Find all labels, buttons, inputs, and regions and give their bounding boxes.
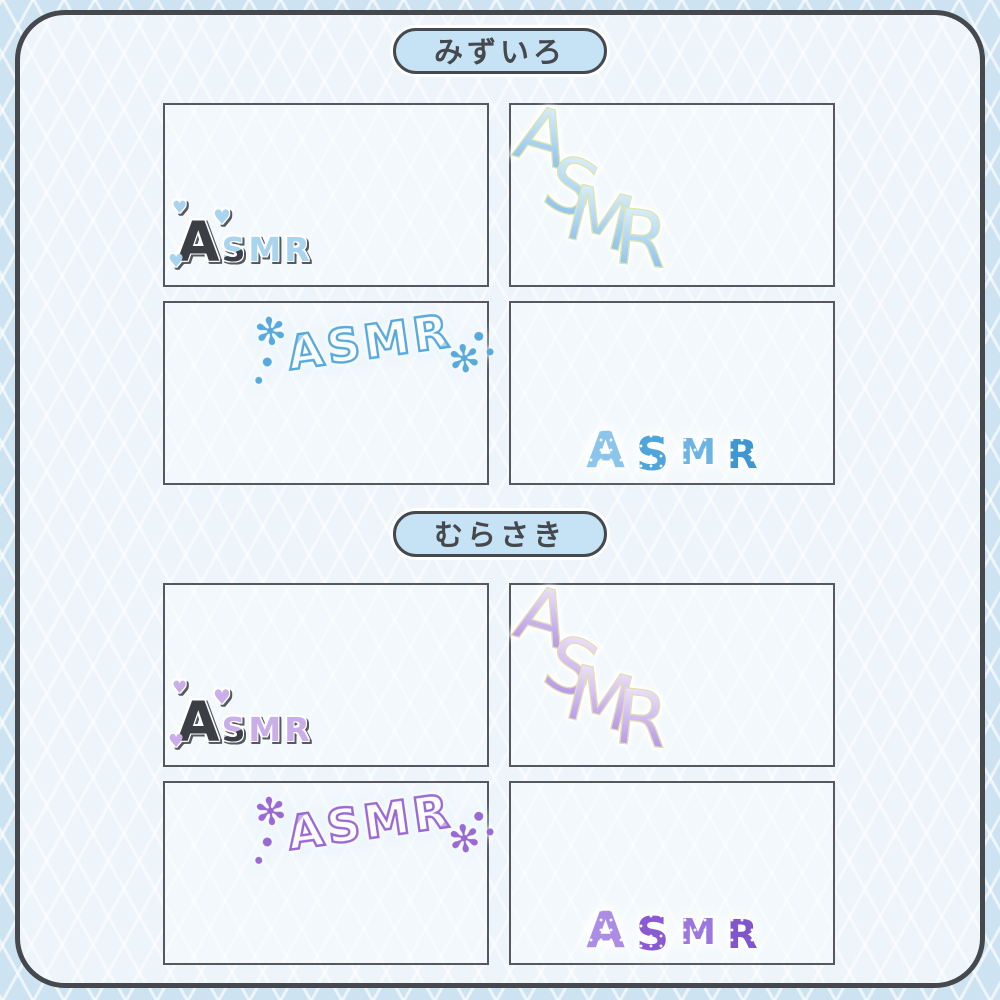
dot-decor [486, 827, 494, 836]
preview-panel-diagonal-mizuiro: A S M R [505, 86, 835, 287]
logo-letter: M [359, 308, 418, 371]
dot-decor [262, 836, 273, 848]
logo-letter: R [284, 710, 310, 749]
logo-letter: A [283, 800, 332, 861]
asmr-logo-outline: ✻ ASMR ✻ [252, 783, 494, 865]
asmr-logo-diagonal: A S M R [505, 566, 833, 766]
section-label-murasaki: むらさき [392, 511, 608, 557]
logo-letter: M [680, 912, 716, 953]
snowflake-icon: ✻ [251, 307, 290, 356]
asmr-logo-outline: ✻ ASMR ✻ [252, 303, 494, 385]
panel-grid-murasaki: ♥ ♥ ♥ ASMR A S M R ✻ ASMR ✻ [163, 566, 835, 965]
logo-letter: M [359, 788, 418, 851]
dot-decor [262, 356, 273, 368]
logo-letter: M [680, 432, 716, 473]
logo-letter: S [635, 907, 670, 961]
logo-letter: A [283, 320, 332, 381]
heart-icon: ♥ [168, 731, 185, 752]
dot-decor [254, 376, 263, 385]
snowflake-icon: ✻ [251, 787, 290, 836]
asmr-logo-block: A S M R [511, 421, 833, 481]
dot-decor [254, 856, 263, 865]
heart-icon: ♥ [168, 251, 185, 272]
logo-letter: A [586, 421, 625, 479]
asmr-logo-hearts: ♥ ♥ ♥ ASMR [168, 200, 310, 274]
heart-icon: ♥ [172, 678, 188, 698]
asmr-logo-hearts: ♥ ♥ ♥ ASMR [168, 680, 310, 754]
preview-panel-hearts-mizuiro: ♥ ♥ ♥ ASMR [163, 103, 489, 287]
asmr-logo-block: A S M R [511, 901, 833, 961]
preview-panel-hearts-murasaki: ♥ ♥ ♥ ASMR [163, 583, 489, 767]
logo-letter: R [610, 191, 673, 286]
preview-panel-diagonal-murasaki: A S M R [505, 566, 835, 767]
preview-panel-outline-murasaki: ✻ ASMR ✻ [163, 781, 494, 965]
logo-letter: S [221, 710, 246, 749]
logo-letter: S [221, 230, 246, 269]
section-label-mizuiro: みずいろ [392, 28, 608, 74]
logo-letter: A [177, 210, 220, 274]
logo-letter: S [322, 795, 369, 856]
asmr-logo-diagonal: A S M R [505, 86, 833, 286]
logo-letter: A [177, 690, 220, 754]
logo-letter: M [248, 230, 282, 269]
logo-letter: S [635, 427, 670, 481]
logo-letter: R [610, 671, 673, 766]
heart-icon: ♥ [172, 198, 188, 218]
preview-panel-block-murasaki: A S M R [509, 781, 835, 965]
heart-icon: ♥ [213, 685, 231, 709]
dot-decor [486, 347, 494, 356]
logo-letter: A [586, 901, 625, 959]
snowflake-icon: ✻ [445, 335, 484, 384]
logo-letter: R [726, 912, 758, 958]
heart-icon: ♥ [213, 205, 231, 229]
logo-letter: R [726, 432, 758, 478]
snowflake-icon: ✻ [445, 815, 484, 864]
preview-panel-outline-mizuiro: ✻ ASMR ✻ [163, 301, 494, 485]
logo-letter: S [322, 315, 369, 376]
logo-letter: R [284, 230, 310, 269]
logo-letter: M [248, 710, 282, 749]
preview-panel-block-mizuiro: A S M R [509, 301, 835, 485]
panel-grid-mizuiro: ♥ ♥ ♥ ASMR A S M R ✻ ASMR ✻ [163, 86, 835, 485]
